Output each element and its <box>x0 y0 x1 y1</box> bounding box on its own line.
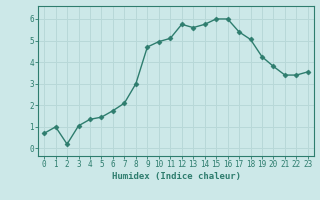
X-axis label: Humidex (Indice chaleur): Humidex (Indice chaleur) <box>111 172 241 181</box>
